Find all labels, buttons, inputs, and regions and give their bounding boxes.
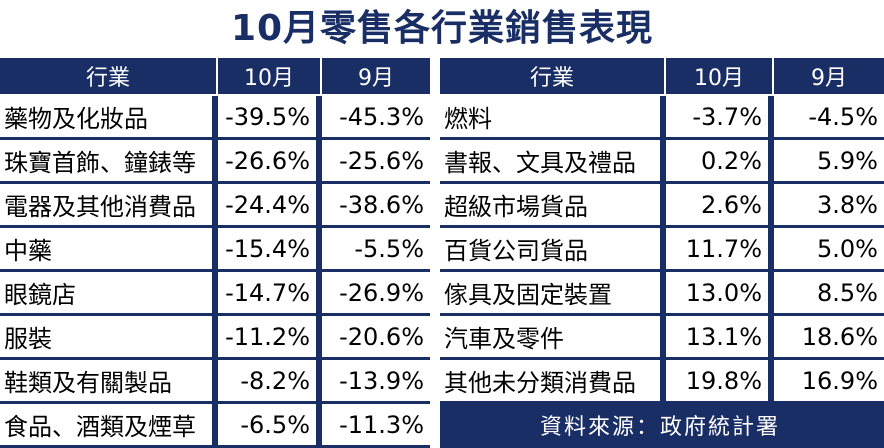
sep-value-cell: -45.3% [322,96,430,140]
sep-value-cell: -25.6% [322,140,430,184]
category-cell: 珠寶首飾、鐘錶等 [0,140,218,184]
oct-value-cell: -14.7% [218,272,322,316]
sep-value-cell: -38.6% [322,184,430,228]
sep-value-cell: -4.5% [774,96,884,140]
sep-value-cell: 18.6% [774,316,884,360]
table-row: 其他未分類消費品 19.8% 16.9% [440,360,884,404]
category-cell: 汽車及零件 [440,316,666,360]
oct-value-cell: -39.5% [218,96,322,140]
sep-value-cell: -13.9% [322,360,430,404]
sep-value-cell: -26.9% [322,272,430,316]
table-row: 藥物及化妝品 -39.5% -45.3% [0,96,430,140]
source-note: 資料來源：政府統計署 [440,404,884,448]
table-row: 汽車及零件 13.1% 18.6% [440,316,884,360]
category-cell: 鞋類及有關製品 [0,360,218,404]
header-sep: 9月 [774,58,884,96]
sep-value-cell: -11.3% [322,404,430,448]
table-row: 電器及其他消費品 -24.4% -38.6% [0,184,430,228]
category-cell: 燃料 [440,96,666,140]
category-cell: 中藥 [0,228,218,272]
oct-value-cell: 13.1% [666,316,774,360]
category-cell: 百貨公司貨品 [440,228,666,272]
sep-value-cell: 3.8% [774,184,884,228]
table-header-row: 行業 10月 9月 [440,58,884,96]
category-cell: 眼鏡店 [0,272,218,316]
oct-value-cell: 0.2% [666,140,774,184]
oct-value-cell: -6.5% [218,404,322,448]
oct-value-cell: 11.7% [666,228,774,272]
retail-table-left: 行業 10月 9月 藥物及化妝品 -39.5% -45.3% 珠寶首飾、鐘錶等 -26.… [0,58,430,448]
oct-value-cell: -3.7% [666,96,774,140]
category-cell: 其他未分類消費品 [440,360,666,404]
category-cell: 傢具及固定裝置 [440,272,666,316]
header-oct: 10月 [218,58,322,96]
oct-value-cell: -8.2% [218,360,322,404]
oct-value-cell: 19.8% [666,360,774,404]
table-row: 食品、酒類及煙草 -6.5% -11.3% [0,404,430,448]
header-sep: 9月 [322,58,430,96]
sep-value-cell: 5.0% [774,228,884,272]
category-cell: 藥物及化妝品 [0,96,218,140]
table-row: 珠寶首飾、鐘錶等 -26.6% -25.6% [0,140,430,184]
table-row: 服裝 -11.2% -20.6% [0,316,430,360]
table-row: 書報、文具及禮品 0.2% 5.9% [440,140,884,184]
oct-value-cell: -26.6% [218,140,322,184]
category-cell: 電器及其他消費品 [0,184,218,228]
table-row: 燃料 -3.7% -4.5% [440,96,884,140]
oct-value-cell: -24.4% [218,184,322,228]
category-cell: 食品、酒類及煙草 [0,404,218,448]
page-title: 10月零售各行業銷售表現 [230,8,654,49]
sep-value-cell: 5.9% [774,140,884,184]
retail-table-right: 行業 10月 9月 燃料 -3.7% -4.5% 書報、文具及禮品 0.2% 5.9% 超級… [440,58,884,448]
header-category: 行業 [440,58,666,96]
category-cell: 書報、文具及禮品 [440,140,666,184]
table-row: 眼鏡店 -14.7% -26.9% [0,272,430,316]
source-row: 資料來源：政府統計署 [440,404,884,448]
table-row: 百貨公司貨品 11.7% 5.0% [440,228,884,272]
sep-value-cell: -20.6% [322,316,430,360]
oct-value-cell: 13.0% [666,272,774,316]
table-header-row: 行業 10月 9月 [0,58,430,96]
sep-value-cell: -5.5% [322,228,430,272]
header-oct: 10月 [666,58,774,96]
table-row: 傢具及固定裝置 13.0% 8.5% [440,272,884,316]
sep-value-cell: 8.5% [774,272,884,316]
table-row: 鞋類及有關製品 -8.2% -13.9% [0,360,430,404]
oct-value-cell: -15.4% [218,228,322,272]
category-cell: 超級市場貨品 [440,184,666,228]
category-cell: 服裝 [0,316,218,360]
header-category: 行業 [0,58,218,96]
table-row: 中藥 -15.4% -5.5% [0,228,430,272]
oct-value-cell: -11.2% [218,316,322,360]
oct-value-cell: 2.6% [666,184,774,228]
table-row: 超級市場貨品 2.6% 3.8% [440,184,884,228]
sep-value-cell: 16.9% [774,360,884,404]
